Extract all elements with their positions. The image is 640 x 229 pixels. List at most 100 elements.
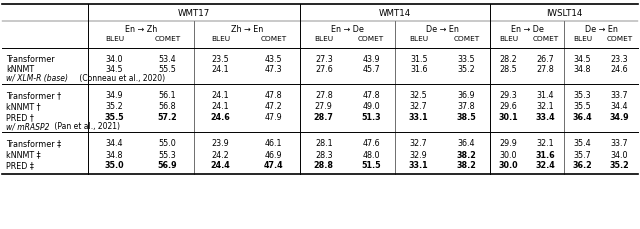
Text: COMET: COMET (606, 36, 632, 42)
Text: 28.7: 28.7 (314, 113, 333, 122)
Text: 46.9: 46.9 (265, 150, 282, 159)
Text: 27.6: 27.6 (315, 65, 333, 74)
Text: IWSLT14: IWSLT14 (546, 9, 582, 18)
Text: 35.7: 35.7 (573, 150, 591, 159)
Text: 27.8: 27.8 (315, 91, 333, 100)
Text: 43.9: 43.9 (362, 54, 380, 63)
Text: 47.4: 47.4 (264, 161, 284, 170)
Text: 36.9: 36.9 (458, 91, 475, 100)
Text: 28.1: 28.1 (315, 139, 333, 148)
Text: 27.8: 27.8 (536, 65, 554, 74)
Text: 32.4: 32.4 (536, 161, 556, 170)
Text: 28.8: 28.8 (314, 161, 333, 170)
Text: BLEU: BLEU (409, 36, 428, 42)
Text: 24.1: 24.1 (212, 102, 229, 111)
Text: 34.0: 34.0 (611, 150, 628, 159)
Text: PRED †: PRED † (6, 113, 34, 122)
Text: De → En: De → En (426, 25, 459, 34)
Text: 55.5: 55.5 (159, 65, 177, 74)
Text: 34.8: 34.8 (573, 65, 591, 74)
Text: 34.9: 34.9 (106, 91, 124, 100)
Text: 47.9: 47.9 (264, 113, 282, 122)
Text: 28.3: 28.3 (315, 150, 333, 159)
Text: 33.5: 33.5 (458, 54, 475, 63)
Text: 35.2: 35.2 (106, 102, 124, 111)
Text: 24.1: 24.1 (212, 91, 229, 100)
Text: 35.2: 35.2 (610, 161, 629, 170)
Text: 29.3: 29.3 (500, 91, 517, 100)
Text: (Pan et al., 2021): (Pan et al., 2021) (52, 122, 120, 131)
Text: COMET: COMET (358, 36, 385, 42)
Text: w/ XLM-R (base): w/ XLM-R (base) (6, 74, 68, 83)
Text: BLEU: BLEU (105, 36, 124, 42)
Text: 24.6: 24.6 (211, 113, 230, 122)
Text: 29.9: 29.9 (500, 139, 517, 148)
Text: En → De: En → De (511, 25, 543, 34)
Text: COMET: COMET (532, 36, 559, 42)
Text: 33.1: 33.1 (409, 113, 429, 122)
Text: 27.9: 27.9 (315, 102, 333, 111)
Text: 23.5: 23.5 (212, 54, 229, 63)
Text: BLEU: BLEU (314, 36, 333, 42)
Text: 34.4: 34.4 (106, 139, 124, 148)
Text: kNNMT ‡: kNNMT ‡ (6, 150, 40, 159)
Text: Transformer †: Transformer † (6, 91, 61, 100)
Text: 46.1: 46.1 (265, 139, 282, 148)
Text: 34.4: 34.4 (611, 102, 628, 111)
Text: 26.7: 26.7 (536, 54, 554, 63)
Text: 47.2: 47.2 (264, 102, 282, 111)
Text: De → En: De → En (584, 25, 618, 34)
Text: 49.0: 49.0 (362, 102, 380, 111)
Text: 51.3: 51.3 (362, 113, 381, 122)
Text: 35.3: 35.3 (573, 91, 591, 100)
Text: 36.2: 36.2 (573, 161, 593, 170)
Text: 32.1: 32.1 (537, 102, 554, 111)
Text: 57.2: 57.2 (157, 113, 177, 122)
Text: 30.1: 30.1 (499, 113, 518, 122)
Text: WMT14: WMT14 (379, 9, 411, 18)
Text: 32.5: 32.5 (410, 91, 428, 100)
Text: 32.1: 32.1 (537, 139, 554, 148)
Text: 56.8: 56.8 (159, 102, 176, 111)
Text: 45.7: 45.7 (362, 65, 380, 74)
Text: 38.2: 38.2 (456, 150, 476, 159)
Text: w/ mRASP2: w/ mRASP2 (6, 122, 49, 131)
Text: (Conneau et al., 2020): (Conneau et al., 2020) (77, 74, 165, 83)
Text: 53.4: 53.4 (159, 54, 176, 63)
Text: 32.7: 32.7 (410, 139, 428, 148)
Text: 31.5: 31.5 (410, 54, 428, 63)
Text: 35.4: 35.4 (573, 139, 591, 148)
Text: 23.9: 23.9 (212, 139, 229, 148)
Text: 56.9: 56.9 (157, 161, 177, 170)
Text: 51.5: 51.5 (362, 161, 381, 170)
Text: 43.5: 43.5 (265, 54, 282, 63)
Text: 31.6: 31.6 (410, 65, 428, 74)
Text: En → Zh: En → Zh (125, 25, 157, 34)
Text: 29.6: 29.6 (500, 102, 517, 111)
Text: COMET: COMET (453, 36, 479, 42)
Text: 24.1: 24.1 (212, 65, 229, 74)
Text: 38.5: 38.5 (456, 113, 476, 122)
Text: 35.0: 35.0 (105, 161, 124, 170)
Text: COMET: COMET (260, 36, 287, 42)
Text: BLEU: BLEU (211, 36, 230, 42)
Text: PRED ‡: PRED ‡ (6, 161, 34, 170)
Text: COMET: COMET (154, 36, 180, 42)
Text: 55.0: 55.0 (159, 139, 177, 148)
Text: 33.1: 33.1 (409, 161, 429, 170)
Text: 24.6: 24.6 (611, 65, 628, 74)
Text: 37.8: 37.8 (458, 102, 475, 111)
Text: 48.0: 48.0 (362, 150, 380, 159)
Text: 35.5: 35.5 (573, 102, 591, 111)
Text: 34.9: 34.9 (610, 113, 629, 122)
Text: 31.4: 31.4 (537, 91, 554, 100)
Text: kNNMT: kNNMT (6, 65, 34, 74)
Text: 35.5: 35.5 (105, 113, 124, 122)
Text: 24.4: 24.4 (211, 161, 230, 170)
Text: 35.2: 35.2 (458, 65, 475, 74)
Text: 34.8: 34.8 (106, 150, 124, 159)
Text: 27.3: 27.3 (315, 54, 333, 63)
Text: 33.7: 33.7 (611, 91, 628, 100)
Text: 32.9: 32.9 (410, 150, 428, 159)
Text: Transformer ‡: Transformer ‡ (6, 139, 61, 148)
